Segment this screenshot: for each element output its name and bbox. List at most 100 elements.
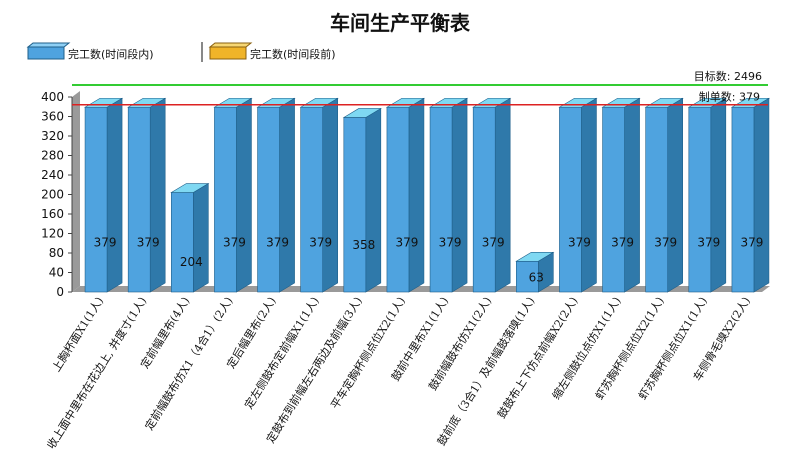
bar-12[interactable]: 379 <box>601 97 641 293</box>
bar-side-12 <box>624 97 640 293</box>
bar-value-label-9: 379 <box>482 236 505 250</box>
y-tick-label-1: 40 <box>49 266 64 280</box>
bar-side-8 <box>451 97 468 293</box>
bar-front-4 <box>257 106 280 293</box>
bar-14[interactable]: 379 <box>687 97 727 293</box>
legend-item-1[interactable]: 完工数(时间段前) <box>208 42 336 61</box>
bar-4[interactable]: 379 <box>256 97 296 293</box>
bar-front-1 <box>127 106 151 293</box>
y-ticks: 0 40 80 120 160 200 240 280 320 360 400 <box>41 90 72 299</box>
y-tick-label-2: 80 <box>49 246 64 260</box>
bar-value-label-12: 379 <box>611 236 634 250</box>
bar-front-9 <box>472 106 496 293</box>
bar-side-14 <box>710 97 727 293</box>
bar-value-label-2: 204 <box>180 255 203 269</box>
bar-side-15 <box>753 97 770 293</box>
legend-item-0[interactable]: 完工数(时间段内) <box>26 42 154 61</box>
bar-0[interactable]: 379 <box>83 97 124 293</box>
floor <box>72 286 770 292</box>
x-tick-labels: 上胸杯面X1(1人)收上面中里布在花边上, 并度寸(1人)定前幅里布(4人)定前… <box>44 294 753 451</box>
legend-swatch-1-top <box>208 42 253 48</box>
y-tick-label-5: 200 <box>41 188 64 202</box>
bar-9[interactable]: 379 <box>472 97 512 293</box>
bar-15[interactable]: 379 <box>730 97 771 293</box>
bar-front-2 <box>171 192 194 293</box>
y-tick-label-7: 280 <box>41 149 64 163</box>
x-tick-label-5: 定左侧鼓布定前幅X1(1人) <box>241 294 321 411</box>
legend-swatch-0 <box>27 46 65 60</box>
y-tick-label-10: 400 <box>41 90 64 104</box>
bar-2[interactable]: 204 <box>170 183 210 293</box>
bar-front-14 <box>688 106 712 293</box>
bar-11[interactable]: 379 <box>558 97 598 293</box>
bar-side-4 <box>279 97 295 293</box>
bar-top-2 <box>170 183 210 193</box>
bar-side-5 <box>322 97 338 293</box>
bar-side-7 <box>408 97 425 293</box>
bar-side-13 <box>667 97 683 293</box>
bar-8[interactable]: 379 <box>428 97 469 293</box>
y-tick-label-4: 160 <box>41 207 64 221</box>
bar-1[interactable]: 379 <box>127 97 167 293</box>
bar-front-12 <box>602 106 625 293</box>
y-tick-label-8: 320 <box>41 129 64 143</box>
bar-side-6 <box>365 107 382 293</box>
bar-front-7 <box>386 106 410 293</box>
legend-label-1: 完工数(时间段前) <box>250 47 336 61</box>
bar-value-label-14: 379 <box>697 236 720 250</box>
order-label: 制单数: 379 <box>699 91 760 104</box>
axes <box>71 91 770 292</box>
y-tick-label-9: 360 <box>41 110 64 124</box>
bar-side-9 <box>494 97 511 293</box>
bar-13[interactable]: 379 <box>644 97 684 293</box>
x-tick-label-7: 平车定胸杯侧点位X2(1人) <box>328 294 408 411</box>
bar-value-label-8: 379 <box>439 236 462 250</box>
bar-front-0 <box>84 106 108 293</box>
bar-6[interactable]: 358 <box>342 107 382 293</box>
bar-front-15 <box>731 106 755 293</box>
chart-title: 车间生产平衡表 <box>330 11 471 35</box>
bar-side-3 <box>236 97 252 293</box>
bar-top-6 <box>342 108 382 118</box>
bar-value-label-15: 379 <box>740 236 763 250</box>
bar-front-8 <box>429 106 453 293</box>
bar-front-11 <box>559 106 582 293</box>
legend-swatch-1 <box>209 46 247 60</box>
y-tick-label-6: 240 <box>41 168 64 182</box>
bar-value-label-1: 379 <box>137 236 160 250</box>
bar-value-label-10: 63 <box>529 271 544 285</box>
bar-front-3 <box>214 106 237 293</box>
reference-lines: 目标数: 2496 制单数: 379 <box>72 69 768 106</box>
bar-side-11 <box>581 97 597 293</box>
legend: 完工数(时间段内) 完工数(时间段前) <box>26 42 336 62</box>
bar-7[interactable]: 379 <box>385 97 426 293</box>
bar-value-label-4: 379 <box>266 236 289 250</box>
bar-front-5 <box>300 106 323 293</box>
x-tick-label-11: 鼓鼓布上下仿点前幅X2(2人) <box>494 294 580 421</box>
bars: 379 379 204 379 379 379 358 379 379 379 63 379 379 37… <box>83 97 771 293</box>
bar-10[interactable]: 63 <box>515 251 555 293</box>
bar-side-0 <box>106 97 123 293</box>
bar-side-1 <box>149 97 166 293</box>
bar-3[interactable]: 379 <box>213 97 253 293</box>
bar-5[interactable]: 379 <box>299 97 339 293</box>
y-tick-label-3: 120 <box>41 227 64 241</box>
bar-value-label-7: 379 <box>395 236 418 250</box>
bar-front-6 <box>343 117 367 293</box>
bar-value-label-5: 379 <box>309 236 332 250</box>
target-label: 目标数: 2496 <box>694 69 762 83</box>
bar-value-label-11: 379 <box>568 236 591 250</box>
bar-value-label-6: 358 <box>352 238 375 252</box>
bar-value-label-3: 379 <box>223 236 246 250</box>
bar-side-2 <box>193 183 209 293</box>
x-tick-label-3: 定前幅鼓布仿X1（4合1）(2人) <box>142 294 236 432</box>
bar-value-label-13: 379 <box>654 236 677 250</box>
reference-line-order: 制单数: 379 <box>72 91 768 106</box>
bar-front-13 <box>645 106 668 293</box>
legend-label-0: 完工数(时间段内) <box>68 47 154 61</box>
legend-swatch-0-top <box>26 42 71 48</box>
bar-value-label-0: 379 <box>94 236 117 250</box>
y-tick-label-0: 0 <box>56 285 64 299</box>
bar-top-10 <box>515 251 555 262</box>
